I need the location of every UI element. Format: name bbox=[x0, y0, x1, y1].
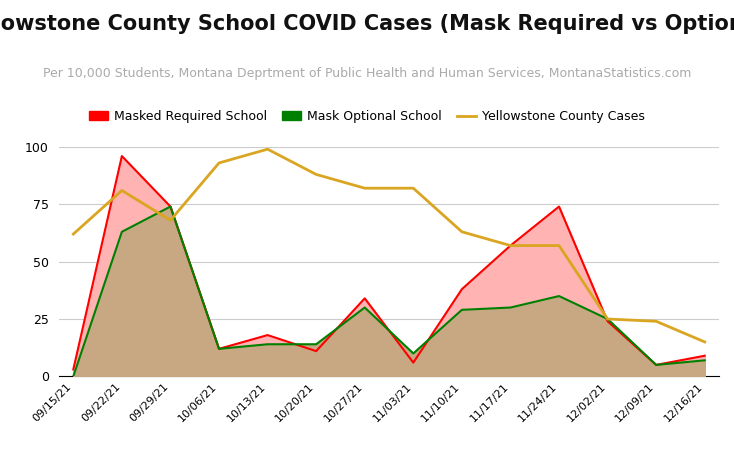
Text: Per 10,000 Students, Montana Deprtment of Public Health and Human Services, Mont: Per 10,000 Students, Montana Deprtment o… bbox=[43, 67, 691, 79]
Text: Yellowstone County School COVID Cases (Mask Required vs Optional): Yellowstone County School COVID Cases (M… bbox=[0, 14, 734, 34]
Legend: Masked Required School, Mask Optional School, Yellowstone County Cases: Masked Required School, Mask Optional Sc… bbox=[84, 105, 650, 128]
